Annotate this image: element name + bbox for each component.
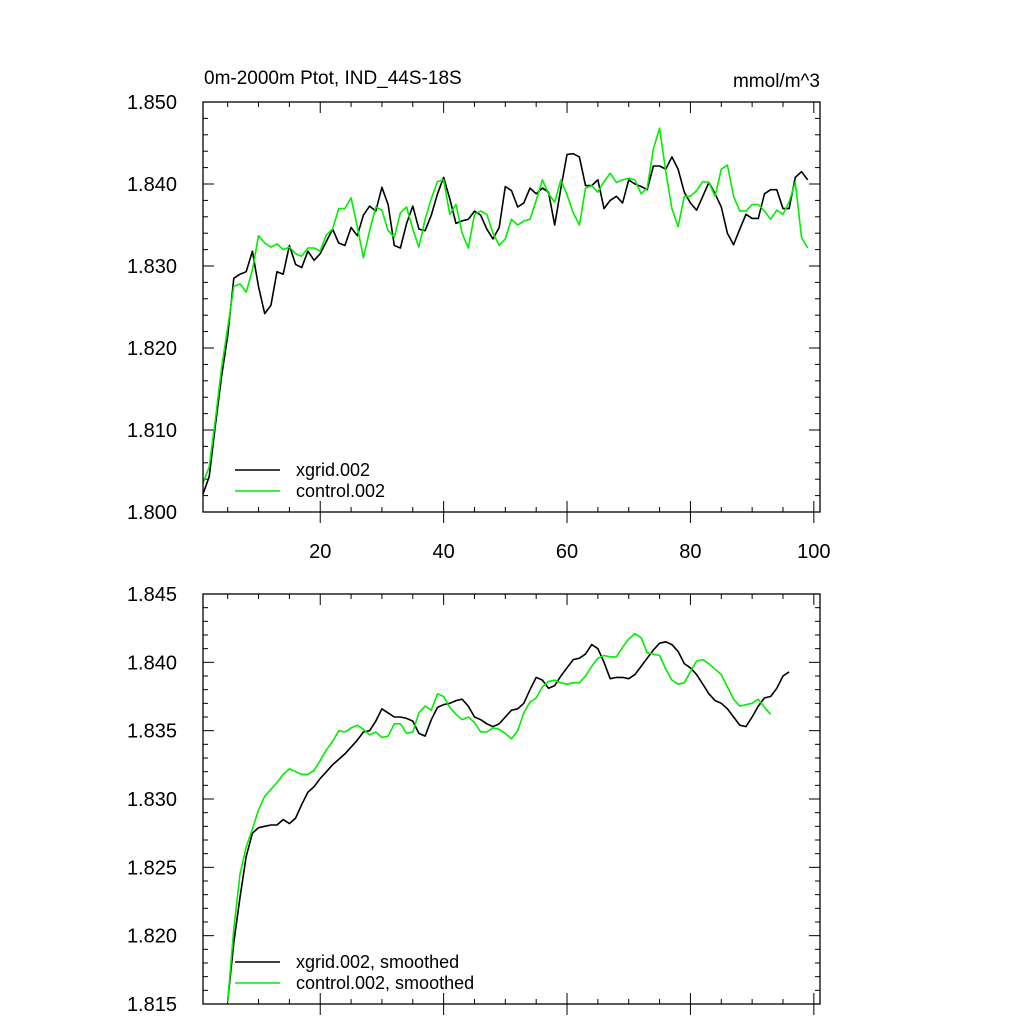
plot-frame — [202, 593, 821, 1005]
series-line-xgrid — [226, 640, 790, 1002]
plot-frame — [202, 101, 821, 513]
legend: xgrid.002, smoothed control.002, smoothe… — [235, 952, 474, 993]
y-tick-label: 1.820 — [127, 338, 177, 360]
x-tick-label: 20 — [309, 541, 331, 563]
x-tick-label: 80 — [679, 541, 701, 563]
legend-label-control-smoothed: control.002, smoothed — [296, 973, 474, 993]
legend-label-xgrid: xgrid.002 — [296, 460, 370, 480]
y-tick-label: 1.850 — [127, 92, 177, 114]
chart-title: 0m-2000m Ptot, IND_44S-18S — [204, 68, 462, 89]
x-tick-label: 100 — [797, 541, 830, 563]
y-tick-label: 1.830 — [127, 789, 177, 811]
y-tick-label: 1.825 — [127, 857, 177, 879]
series-line-xgrid — [202, 152, 809, 495]
legend-label-control: control.002 — [296, 481, 385, 501]
x-tick-label: 40 — [433, 541, 455, 563]
y-tick-label: 1.820 — [127, 926, 177, 948]
top-panel: 0m-2000m Ptot, IND_44S-18S mmol/m^3 20 40… — [127, 68, 831, 563]
y-tick-label: 1.845 — [127, 584, 177, 606]
y-tick-label: 1.810 — [127, 420, 177, 442]
y-tick-label: 1.840 — [127, 652, 177, 674]
y-tick-label: 1.815 — [127, 994, 177, 1016]
legend: xgrid.002 control.002 — [235, 460, 385, 501]
series-line-control — [202, 127, 809, 484]
y-tick-label: 1.800 — [127, 502, 177, 524]
y-tick-label: 1.830 — [127, 256, 177, 278]
y-tick-label: 1.835 — [127, 721, 177, 743]
x-tick-label: 60 — [556, 541, 578, 563]
y-tick-label: 1.840 — [127, 174, 177, 196]
units-label: mmol/m^3 — [733, 71, 820, 92]
legend-label-xgrid-smoothed: xgrid.002, smoothed — [296, 952, 459, 972]
series-line-control — [226, 632, 772, 1002]
bottom-panel: 1.815 1.820 1.825 1.830 1.835 1.840 1.845 xgri… — [127, 584, 821, 1016]
